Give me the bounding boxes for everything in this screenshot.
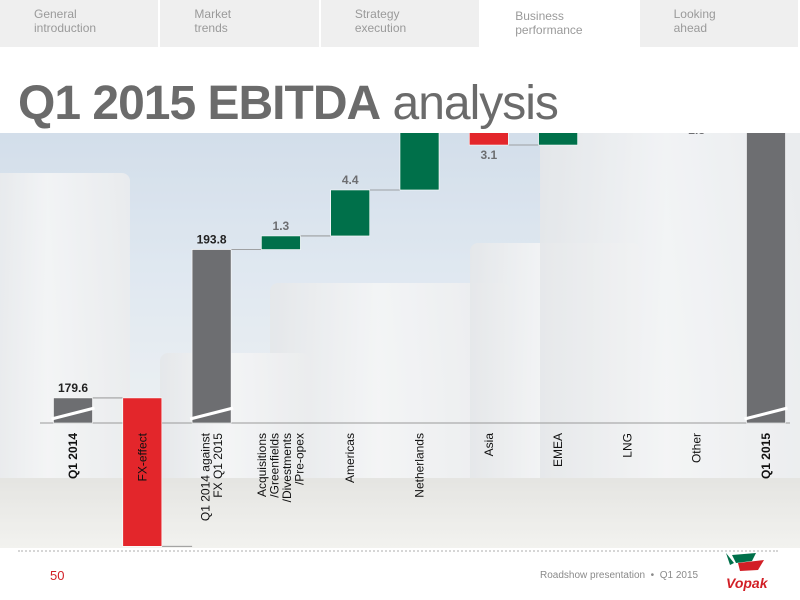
vopak-logo: Vopak xyxy=(726,553,769,591)
category-label-3: /Divestments xyxy=(280,433,294,502)
data-label-4: 4.4 xyxy=(342,173,359,187)
bar-10 xyxy=(746,133,786,424)
tab-label-line1: Looking xyxy=(673,7,716,21)
page-number: 50 xyxy=(50,568,65,583)
tab-business-performance[interactable]: Business performance xyxy=(481,0,640,50)
tab-label-line2: ahead xyxy=(673,21,707,35)
bar-7 xyxy=(538,133,578,146)
axis-break-mark xyxy=(744,406,788,421)
category-label-0: Q1 2014 xyxy=(66,433,80,479)
category-label-3: Acquisitions xyxy=(255,433,269,497)
tab-label-line2: performance xyxy=(515,23,583,37)
tab-general-introduction[interactable]: General introduction xyxy=(0,0,161,47)
axis-break-mark xyxy=(189,406,234,421)
footer-period: Q1 2015 xyxy=(659,570,699,581)
category-label-5: Netherlands xyxy=(413,433,427,498)
bar-6 xyxy=(468,133,509,146)
data-label-9: 2.5 xyxy=(688,133,705,137)
category-label-1: FX-effect xyxy=(135,432,149,481)
bar-4 xyxy=(330,189,371,237)
tab-strategy-execution[interactable]: Strategy execution xyxy=(320,0,482,47)
category-label-7: EMEA xyxy=(551,433,565,467)
category-label-3: /Greenfields xyxy=(268,433,282,498)
category-label-2: FX Q1 2015 xyxy=(211,433,225,498)
tab-market-trends[interactable]: Market trends xyxy=(160,0,321,47)
tab-label-line1: Strategy xyxy=(354,7,400,21)
footer-separator-dot: • xyxy=(647,570,657,581)
tab-label-line1: Business xyxy=(515,9,564,23)
category-label-4: Americas xyxy=(343,433,357,483)
category-label-8: LNG xyxy=(620,433,634,458)
slide-title-bold: Q1 2015 EBITDA xyxy=(18,77,381,130)
bar-5 xyxy=(399,133,440,191)
footer-presentation: Roadshow presentation xyxy=(540,570,646,581)
tab-label-line1: General xyxy=(34,7,77,21)
category-label-6: Asia xyxy=(482,433,496,457)
slide-title-light: analysis xyxy=(392,77,559,130)
category-label-3: /Pre-opex xyxy=(293,433,307,485)
data-label-2: 193.8 xyxy=(197,233,227,247)
data-label-0: 179.6 xyxy=(58,381,88,395)
tab-label-line1: Market xyxy=(194,7,232,21)
category-label-10: Q1 2015 xyxy=(759,433,773,479)
footer-divider xyxy=(18,550,778,554)
vopak-logo-wordmark: Vopak xyxy=(726,575,769,591)
axis-break-mark xyxy=(51,406,95,421)
section-tabs: General introduction Market trends Strat… xyxy=(0,0,800,50)
tab-label-line2: trends xyxy=(194,21,228,35)
data-label-6: 3.1 xyxy=(480,148,497,162)
footer-caption: Roadshow presentation • Q1 2015 xyxy=(540,570,698,581)
bar-1 xyxy=(122,397,163,547)
data-label-3: 1.3 xyxy=(273,219,290,233)
slide-title: Q1 2015 EBITDA analysis xyxy=(18,76,559,132)
category-label-2: Q1 2014 against xyxy=(198,432,212,521)
tab-label-line2: execution xyxy=(354,21,407,35)
bar-2 xyxy=(191,249,232,424)
tab-label-line2: introduction xyxy=(34,21,97,35)
ebitda-waterfall-chart: 179.614.2193.81.34.47.43.14.40.52.5206.2… xyxy=(40,133,790,547)
category-label-9: Other xyxy=(690,433,704,463)
tab-looking-ahead[interactable]: Looking ahead xyxy=(639,0,800,47)
bar-3 xyxy=(261,235,301,250)
